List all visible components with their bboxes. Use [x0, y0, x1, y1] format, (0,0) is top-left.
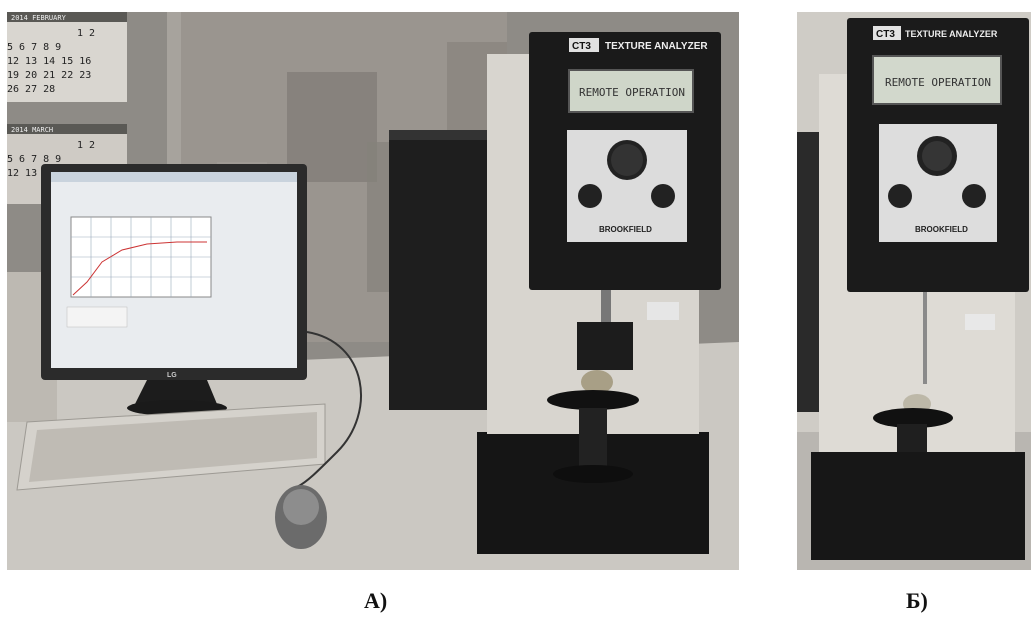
calendar-row: 26 27 28	[7, 84, 55, 95]
calendar-month-1: 2014 FEBRUARY	[11, 14, 67, 22]
calendar-row: 1 2	[77, 28, 95, 39]
caption-panel-b: Б)	[906, 588, 928, 613]
calendar-row: 5 6 7 8 9	[7, 154, 61, 165]
instrument-maker: BROOKFIELD	[599, 225, 652, 234]
calendar-row: 5 6 7 8 9	[7, 42, 61, 53]
monitor-brand-label: LG	[167, 372, 177, 379]
caption-panel-a: А)	[364, 588, 388, 613]
computer-monitor: LG	[41, 164, 307, 416]
instrument-maker: BROOKFIELD	[915, 225, 968, 234]
texture-analyzer-a: CT3 TEXTURE ANALYZER REMOTE OPERATION BR…	[477, 32, 721, 554]
calendar-row: 19 20 21 22 23	[7, 70, 91, 81]
photo-a-illustration: 2014 FEBRUARY 1 2 5 6 7 8 9 12 13 14 15 …	[7, 12, 739, 570]
texture-analyzer-b: CT3 TEXTURE ANALYZER REMOTE OPERATION BR…	[811, 18, 1029, 560]
instrument-display: REMOTE OPERATION	[579, 86, 685, 99]
instrument-title: TEXTURE ANALYZER	[905, 29, 998, 39]
photo-panel-a: 2014 FEBRUARY 1 2 5 6 7 8 9 12 13 14 15 …	[7, 12, 739, 570]
calendar-row: 12 13 14 15 16	[7, 56, 91, 67]
instrument-badge: CT3	[572, 41, 591, 52]
photo-panel-b: CT3 TEXTURE ANALYZER REMOTE OPERATION BR…	[797, 12, 1031, 570]
photo-b-illustration: CT3 TEXTURE ANALYZER REMOTE OPERATION BR…	[797, 12, 1031, 570]
instrument-badge: CT3	[876, 29, 895, 40]
instrument-display: REMOTE OPERATION	[885, 76, 991, 89]
keyboard	[16, 403, 326, 491]
calendar-month-2: 2014 MARCH	[11, 126, 53, 134]
instrument-title: TEXTURE ANALYZER	[605, 41, 708, 52]
calendar-row: 1 2	[77, 140, 95, 151]
